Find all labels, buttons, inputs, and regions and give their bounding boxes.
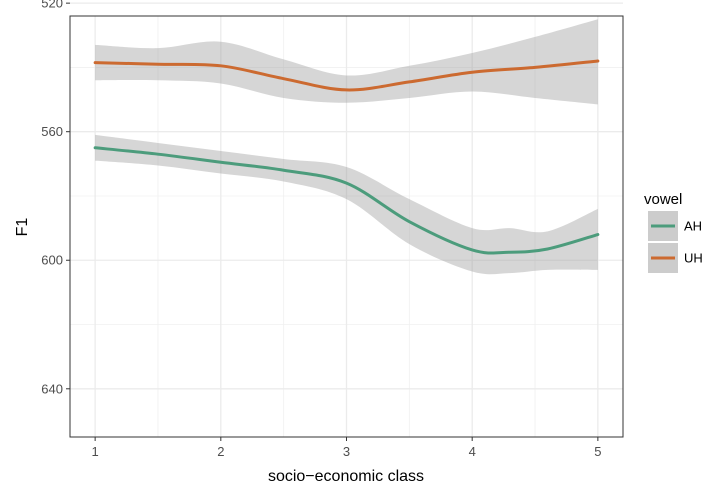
legend-label-uh: UH	[684, 251, 703, 266]
confidence-band-ah	[95, 134, 598, 275]
x-tick-label: 4	[469, 444, 476, 459]
x-axis-title: socio−economic class	[268, 468, 424, 485]
x-tick-label: 5	[594, 444, 601, 459]
x-tick-label: 1	[92, 444, 99, 459]
axis-ticks: 1 2 3 4 5 520 560 600 640	[41, 0, 601, 459]
y-tick-label: 560	[41, 124, 63, 139]
legend: vowel AH UH	[644, 191, 703, 273]
x-tick-label: 2	[217, 444, 224, 459]
legend-label-ah: AH	[684, 219, 702, 234]
y-tick-label: 520	[41, 0, 63, 11]
y-tick-label: 600	[41, 253, 63, 268]
series-line-ah	[93, 146, 600, 255]
y-tick-label: 640	[41, 381, 63, 396]
y-axis-title: F1	[14, 218, 31, 237]
series-line-uh	[93, 59, 600, 92]
series-lines	[93, 59, 600, 255]
confidence-band-uh	[95, 19, 598, 105]
grid	[70, 2, 623, 437]
legend-title: vowel	[644, 191, 682, 208]
x-tick-label: 3	[343, 444, 350, 459]
confidence-ribbons	[95, 19, 598, 275]
